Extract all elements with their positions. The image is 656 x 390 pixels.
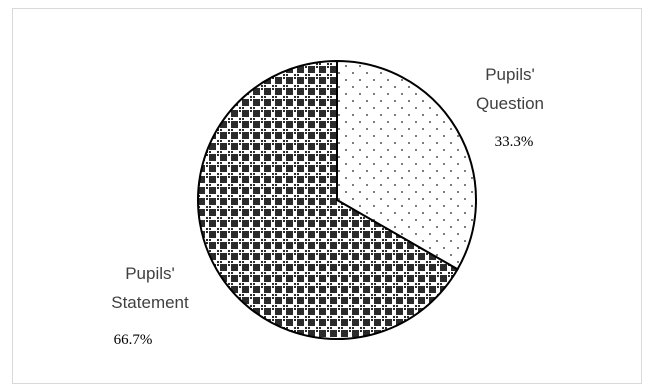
slice-label-statement-line2: Statement <box>111 293 189 312</box>
slice-value-label-question: 33.3% <box>495 134 534 150</box>
slice-label-question-line1: Pupils' <box>485 65 535 84</box>
slice-label-question-line2: Question <box>476 94 544 113</box>
pie-slice-pupils-statement <box>197 59 459 340</box>
slice-value-label-statement: 66.7% <box>114 332 153 348</box>
pie-slice-pupils-question <box>336 59 477 271</box>
slice-label-statement-line1: Pupils' <box>125 264 175 283</box>
